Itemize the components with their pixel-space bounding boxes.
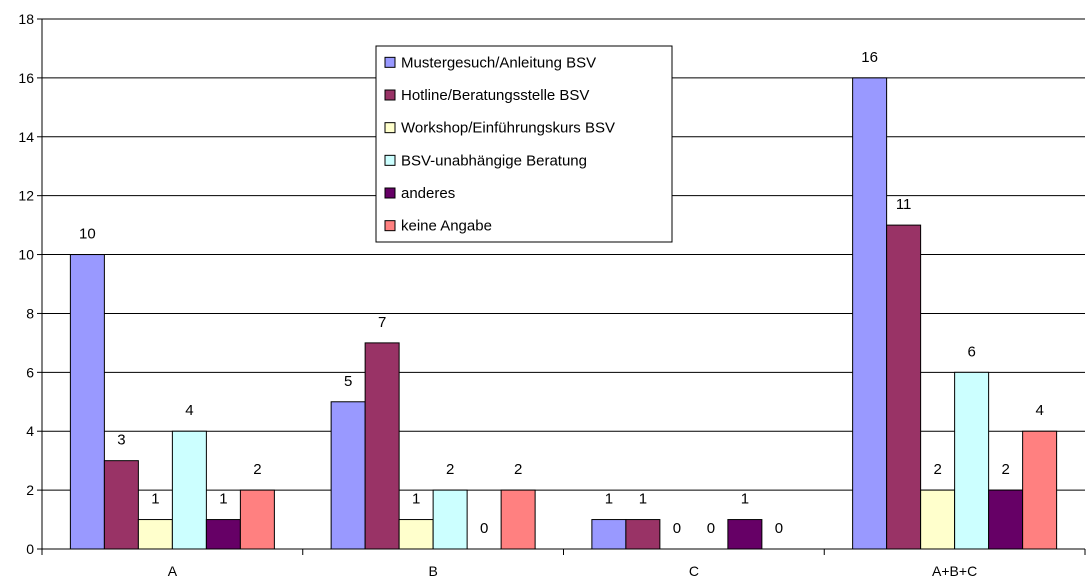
legend-swatch <box>384 220 396 232</box>
x-tick-label: B <box>428 563 437 579</box>
bar <box>954 371 990 550</box>
data-label: 2 <box>253 461 261 478</box>
y-tick-label: 16 <box>18 70 34 86</box>
data-label: 3 <box>117 432 125 449</box>
legend-swatch <box>384 154 396 166</box>
bar <box>171 430 207 550</box>
bars <box>69 77 1058 550</box>
legend-label: BSV-unabhängige Beratung <box>401 152 587 169</box>
data-label: 1 <box>219 491 227 508</box>
data-label: 1 <box>605 491 613 508</box>
data-label: 2 <box>514 461 522 478</box>
bar <box>239 489 275 550</box>
bar <box>852 77 888 550</box>
y-axis: 0 2 4 6 8 10 12 14 16 18 <box>18 11 43 557</box>
x-tick-label: A+B+C <box>932 563 977 579</box>
y-tick-label: 4 <box>26 423 34 439</box>
bar <box>398 519 434 550</box>
legend-label: Hotline/Beratungsstelle BSV <box>401 87 589 104</box>
data-label: 4 <box>1035 402 1043 419</box>
data-label: 2 <box>933 461 941 478</box>
y-tick-label: 10 <box>18 247 34 263</box>
bar <box>591 519 627 550</box>
legend-box <box>375 45 673 243</box>
bar <box>625 519 661 550</box>
data-label: 16 <box>861 49 878 66</box>
data-label: 2 <box>1001 461 1009 478</box>
y-tick-label: 0 <box>26 541 34 557</box>
data-label: 1 <box>412 491 420 508</box>
bar <box>920 489 956 550</box>
bar <box>205 519 241 550</box>
data-label: 1 <box>639 491 647 508</box>
legend-label: keine Angabe <box>401 218 492 235</box>
x-tick-label: C <box>689 563 699 579</box>
data-label: 7 <box>378 314 386 331</box>
bar <box>886 224 922 550</box>
data-label: 4 <box>185 402 193 419</box>
bar <box>988 489 1024 550</box>
bar <box>103 460 139 550</box>
data-label: 5 <box>344 373 352 390</box>
data-label: 10 <box>79 226 96 243</box>
legend-swatch <box>384 56 396 68</box>
y-tick-label: 14 <box>18 129 34 145</box>
data-label: 0 <box>673 520 681 537</box>
y-tick-label: 12 <box>18 188 34 204</box>
data-label: 6 <box>967 343 975 360</box>
y-tick-label: 8 <box>26 305 34 321</box>
y-tick-label: 2 <box>26 482 34 498</box>
data-label: 0 <box>707 520 715 537</box>
data-label: 0 <box>480 520 488 537</box>
legend-swatch <box>384 122 396 134</box>
x-axis: A B C A+B+C <box>41 548 1086 579</box>
legend-swatch <box>384 89 396 101</box>
data-label: 0 <box>775 520 783 537</box>
x-tick-label: A <box>168 563 178 579</box>
bar <box>1022 430 1058 550</box>
data-label: 1 <box>741 491 749 508</box>
data-label: 1 <box>151 491 159 508</box>
y-tick-label: 6 <box>26 364 34 380</box>
bar <box>137 519 173 550</box>
bar <box>727 519 763 550</box>
bar <box>500 489 536 550</box>
bar <box>330 401 366 550</box>
data-label: 2 <box>446 461 454 478</box>
data-label: 11 <box>896 196 912 213</box>
y-tick-label: 18 <box>18 11 34 27</box>
legend-label: Mustergesuch/Anleitung BSV <box>401 54 596 71</box>
legend-swatch <box>384 187 396 199</box>
legend-label: Workshop/Einführungskurs BSV <box>401 120 615 137</box>
legend-label: anderes <box>401 185 455 202</box>
bar <box>432 489 468 550</box>
bar <box>364 342 400 550</box>
bar <box>69 254 105 550</box>
legend: Mustergesuch/Anleitung BSV Hotline/Beratu… <box>375 45 673 243</box>
